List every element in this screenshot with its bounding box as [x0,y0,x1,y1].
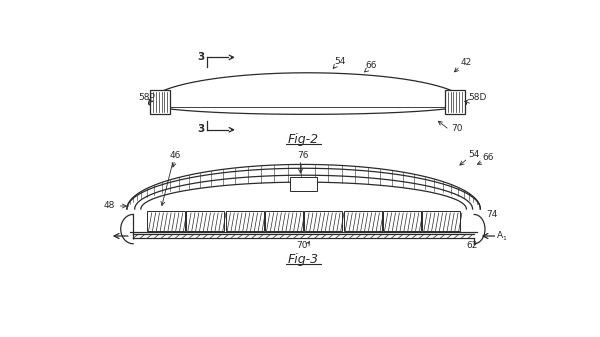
Bar [290,177,317,191]
Text: 58D: 58D [468,93,487,102]
Text: 42: 42 [460,58,472,67]
Bar [150,91,170,114]
Text: 58P: 58P [139,93,155,102]
Bar [226,211,263,232]
Bar [344,211,382,232]
Text: 76: 76 [298,151,309,160]
Text: 1: 1 [503,236,506,241]
Text: 48: 48 [104,201,115,210]
Text: 66: 66 [365,61,377,70]
Text: 70: 70 [296,241,307,250]
Text: 62: 62 [466,241,478,250]
Bar [187,211,224,232]
Bar [383,211,421,232]
Bar [422,211,460,232]
Text: 3: 3 [197,124,205,134]
Bar [304,211,342,232]
Bar [265,211,303,232]
Text: 54: 54 [335,57,346,65]
Text: 70: 70 [451,124,463,133]
Bar [147,211,185,232]
Text: 74: 74 [487,210,498,219]
Text: Fig-2: Fig-2 [288,133,319,146]
Text: 54: 54 [469,150,480,159]
Bar [445,91,465,114]
Text: Fig-3: Fig-3 [288,253,319,266]
Text: 66: 66 [482,153,494,162]
Text: 3: 3 [197,52,205,62]
Text: A: A [497,231,503,240]
Text: 46: 46 [170,151,181,160]
